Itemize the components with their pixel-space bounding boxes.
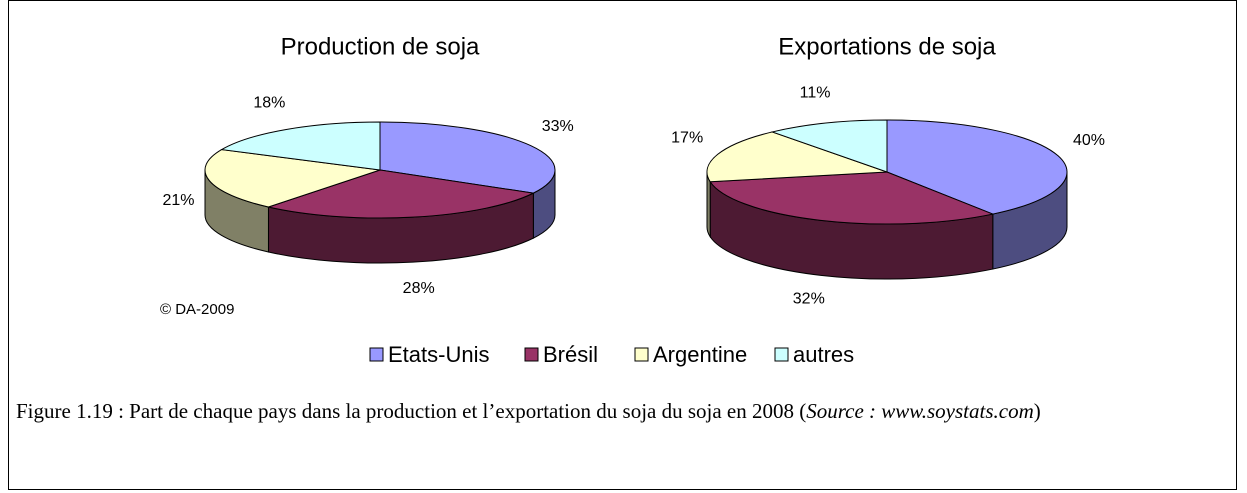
legend-label: autres xyxy=(793,342,854,367)
slice xyxy=(204,149,381,208)
copyright: © DA-2009 xyxy=(160,301,234,318)
data-label: 40% xyxy=(1073,132,1105,149)
legend-swatch xyxy=(774,347,789,362)
slice xyxy=(220,121,381,171)
data-label: 33% xyxy=(542,118,574,135)
data-label: 21% xyxy=(162,192,194,209)
slice xyxy=(886,119,1068,215)
slice xyxy=(266,169,535,219)
legend-label: Etats-Unis xyxy=(388,342,489,367)
chart-title: Production de soja xyxy=(281,33,480,60)
figure-frame xyxy=(8,0,1237,490)
legend-swatch xyxy=(369,347,384,362)
chart-title: Exportations de soja xyxy=(778,33,996,60)
legend-label: Argentine xyxy=(653,342,747,367)
data-label: 11% xyxy=(800,84,831,101)
data-label: 18% xyxy=(253,94,285,111)
legend-swatch xyxy=(524,347,539,362)
legend-swatch xyxy=(634,347,649,362)
chart: © DA-2009 Production de soja 33% 28% 21% 18%… xyxy=(160,33,1106,367)
caption: Figure 1.19 : Part de chaque pays dans l… xyxy=(16,395,1231,427)
slice xyxy=(709,171,995,225)
slice xyxy=(379,121,556,194)
slice xyxy=(770,119,888,173)
data-label: 32% xyxy=(793,290,825,307)
data-label: 17% xyxy=(671,130,703,147)
legend-label: Brésil xyxy=(543,342,598,367)
caption-source: Source : www.soystats.com xyxy=(806,399,1034,423)
data-label: 28% xyxy=(403,280,435,297)
caption-text: Figure 1.19 : Part de chaque pays dans l… xyxy=(16,399,807,423)
caption-text: ) xyxy=(1033,399,1041,423)
slice xyxy=(706,131,888,183)
